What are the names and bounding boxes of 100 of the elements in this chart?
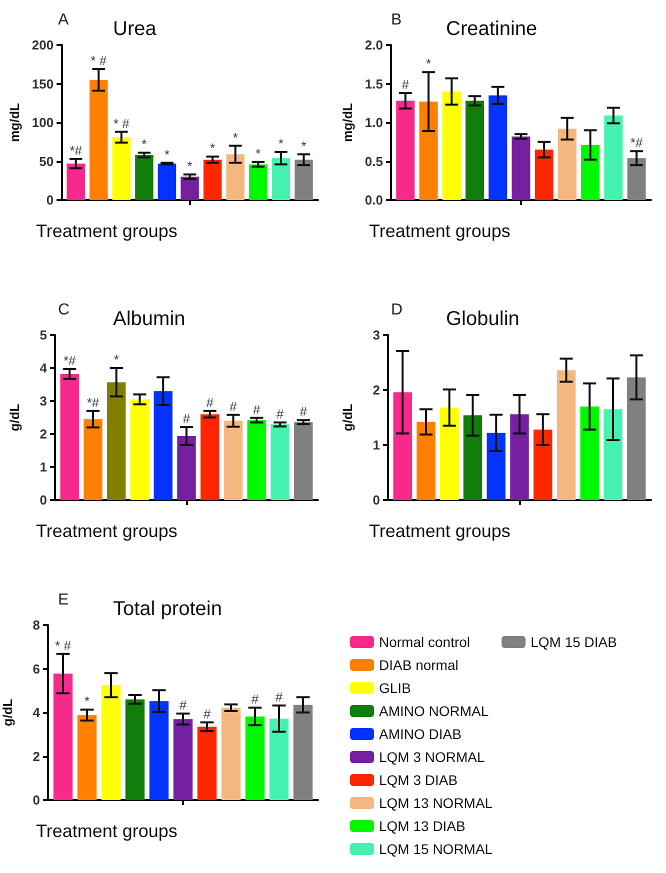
data-label: # bbox=[203, 706, 212, 722]
bar bbox=[107, 382, 126, 500]
data-label: * bbox=[114, 352, 119, 367]
y-tick-label: 50 bbox=[39, 154, 54, 169]
bar bbox=[66, 164, 85, 200]
data-label: * bbox=[142, 136, 147, 152]
x-axis-title: Treatment groups bbox=[36, 521, 178, 541]
bar bbox=[249, 164, 268, 200]
y-tick-label: 0 bbox=[372, 492, 380, 508]
data-label: * bbox=[278, 136, 284, 151]
x-axis-title: Treatment groups bbox=[369, 221, 510, 241]
bar bbox=[393, 392, 412, 500]
bar bbox=[488, 95, 508, 200]
data-label: # bbox=[230, 398, 238, 414]
legend-label: LQM 15 DIAB bbox=[530, 634, 617, 650]
bar bbox=[581, 144, 600, 200]
bar bbox=[200, 414, 220, 500]
bar bbox=[396, 100, 415, 200]
y-tick-label: 0.5 bbox=[364, 154, 383, 169]
bar bbox=[604, 409, 622, 500]
data-label: # bbox=[402, 77, 410, 92]
chart-title: Creatinine bbox=[446, 18, 538, 40]
y-tick-label: 3 bbox=[40, 394, 47, 408]
bar bbox=[154, 391, 172, 500]
bar bbox=[247, 420, 266, 500]
bar bbox=[294, 422, 313, 500]
y-axis-title: g/dL bbox=[0, 698, 15, 726]
x-axis-title: Treatment groups bbox=[36, 221, 178, 241]
bar bbox=[512, 136, 530, 200]
data-label: * # bbox=[55, 638, 72, 653]
data-label: * bbox=[256, 146, 261, 162]
bar bbox=[130, 399, 150, 500]
data-label: *# bbox=[70, 142, 83, 158]
bar bbox=[90, 80, 108, 200]
bar bbox=[463, 415, 482, 500]
data-label: # bbox=[179, 698, 188, 713]
bar bbox=[486, 432, 506, 500]
y-tick-label: 2 bbox=[372, 382, 380, 398]
legend-label: AMINO NORMAL bbox=[379, 703, 489, 719]
data-label: # bbox=[251, 692, 260, 707]
text: D bbox=[391, 302, 403, 318]
chart-title: Albumin bbox=[113, 308, 186, 330]
y-tick-label: 150 bbox=[32, 76, 54, 92]
y-axis-title: g/dL bbox=[340, 404, 355, 432]
bar bbox=[558, 128, 576, 200]
bar bbox=[112, 137, 131, 200]
data-label: * # bbox=[90, 53, 108, 68]
data-label: *# bbox=[63, 352, 77, 368]
y-tick-label: 1 bbox=[40, 460, 47, 474]
legend-label: LQM 13 DIAB bbox=[379, 818, 466, 834]
bar bbox=[627, 158, 646, 200]
bar bbox=[419, 102, 438, 200]
legend-label: GLIB bbox=[379, 680, 411, 696]
bar bbox=[466, 100, 484, 200]
bar bbox=[272, 158, 290, 200]
y-tick-label: 200 bbox=[32, 38, 54, 52]
y-tick-label: 1.0 bbox=[364, 115, 383, 130]
bar bbox=[158, 164, 176, 200]
data-label: * bbox=[164, 146, 170, 162]
text: C bbox=[58, 302, 70, 318]
data-label: # bbox=[253, 402, 262, 417]
bar bbox=[84, 419, 102, 500]
bar bbox=[440, 408, 459, 500]
y-tick-label: 0 bbox=[32, 792, 40, 808]
data-label: * bbox=[232, 130, 238, 145]
bar bbox=[556, 370, 576, 500]
bar bbox=[180, 176, 199, 200]
y-tick-label: 6 bbox=[32, 661, 40, 676]
bar bbox=[580, 406, 599, 500]
bar bbox=[534, 430, 552, 500]
y-tick-label: 3 bbox=[372, 328, 380, 342]
chart-title: Total protein bbox=[113, 598, 222, 620]
data-label: * bbox=[84, 694, 90, 709]
y-tick-label: 0.0 bbox=[364, 192, 383, 208]
bar bbox=[177, 436, 196, 500]
data-label: * bbox=[187, 158, 192, 174]
bar bbox=[60, 374, 79, 500]
bar bbox=[125, 699, 145, 800]
y-tick-label: 0 bbox=[46, 192, 54, 208]
bar bbox=[269, 718, 289, 800]
data-label: * bbox=[210, 140, 216, 156]
chart-title: Urea bbox=[113, 18, 158, 40]
y-tick-label: 100 bbox=[32, 115, 54, 130]
data-label: *# bbox=[86, 394, 100, 410]
text: A bbox=[58, 12, 69, 28]
data-label: # bbox=[276, 406, 284, 422]
legend-label: AMINO DIAB bbox=[379, 726, 462, 742]
y-tick-label: 1.5 bbox=[364, 76, 383, 92]
legend-label: Normal control bbox=[379, 634, 470, 650]
bar bbox=[53, 674, 73, 800]
y-tick-label: 4 bbox=[32, 705, 41, 720]
bar bbox=[604, 116, 623, 200]
text: E bbox=[58, 592, 69, 608]
data-label: # bbox=[275, 690, 284, 704]
bar bbox=[270, 424, 290, 500]
x-axis-title: Treatment groups bbox=[369, 521, 510, 541]
bar bbox=[77, 715, 97, 800]
y-tick-label: 0 bbox=[40, 492, 47, 508]
bar bbox=[173, 719, 193, 800]
legend-label: LQM 3 DIAB bbox=[379, 772, 458, 788]
